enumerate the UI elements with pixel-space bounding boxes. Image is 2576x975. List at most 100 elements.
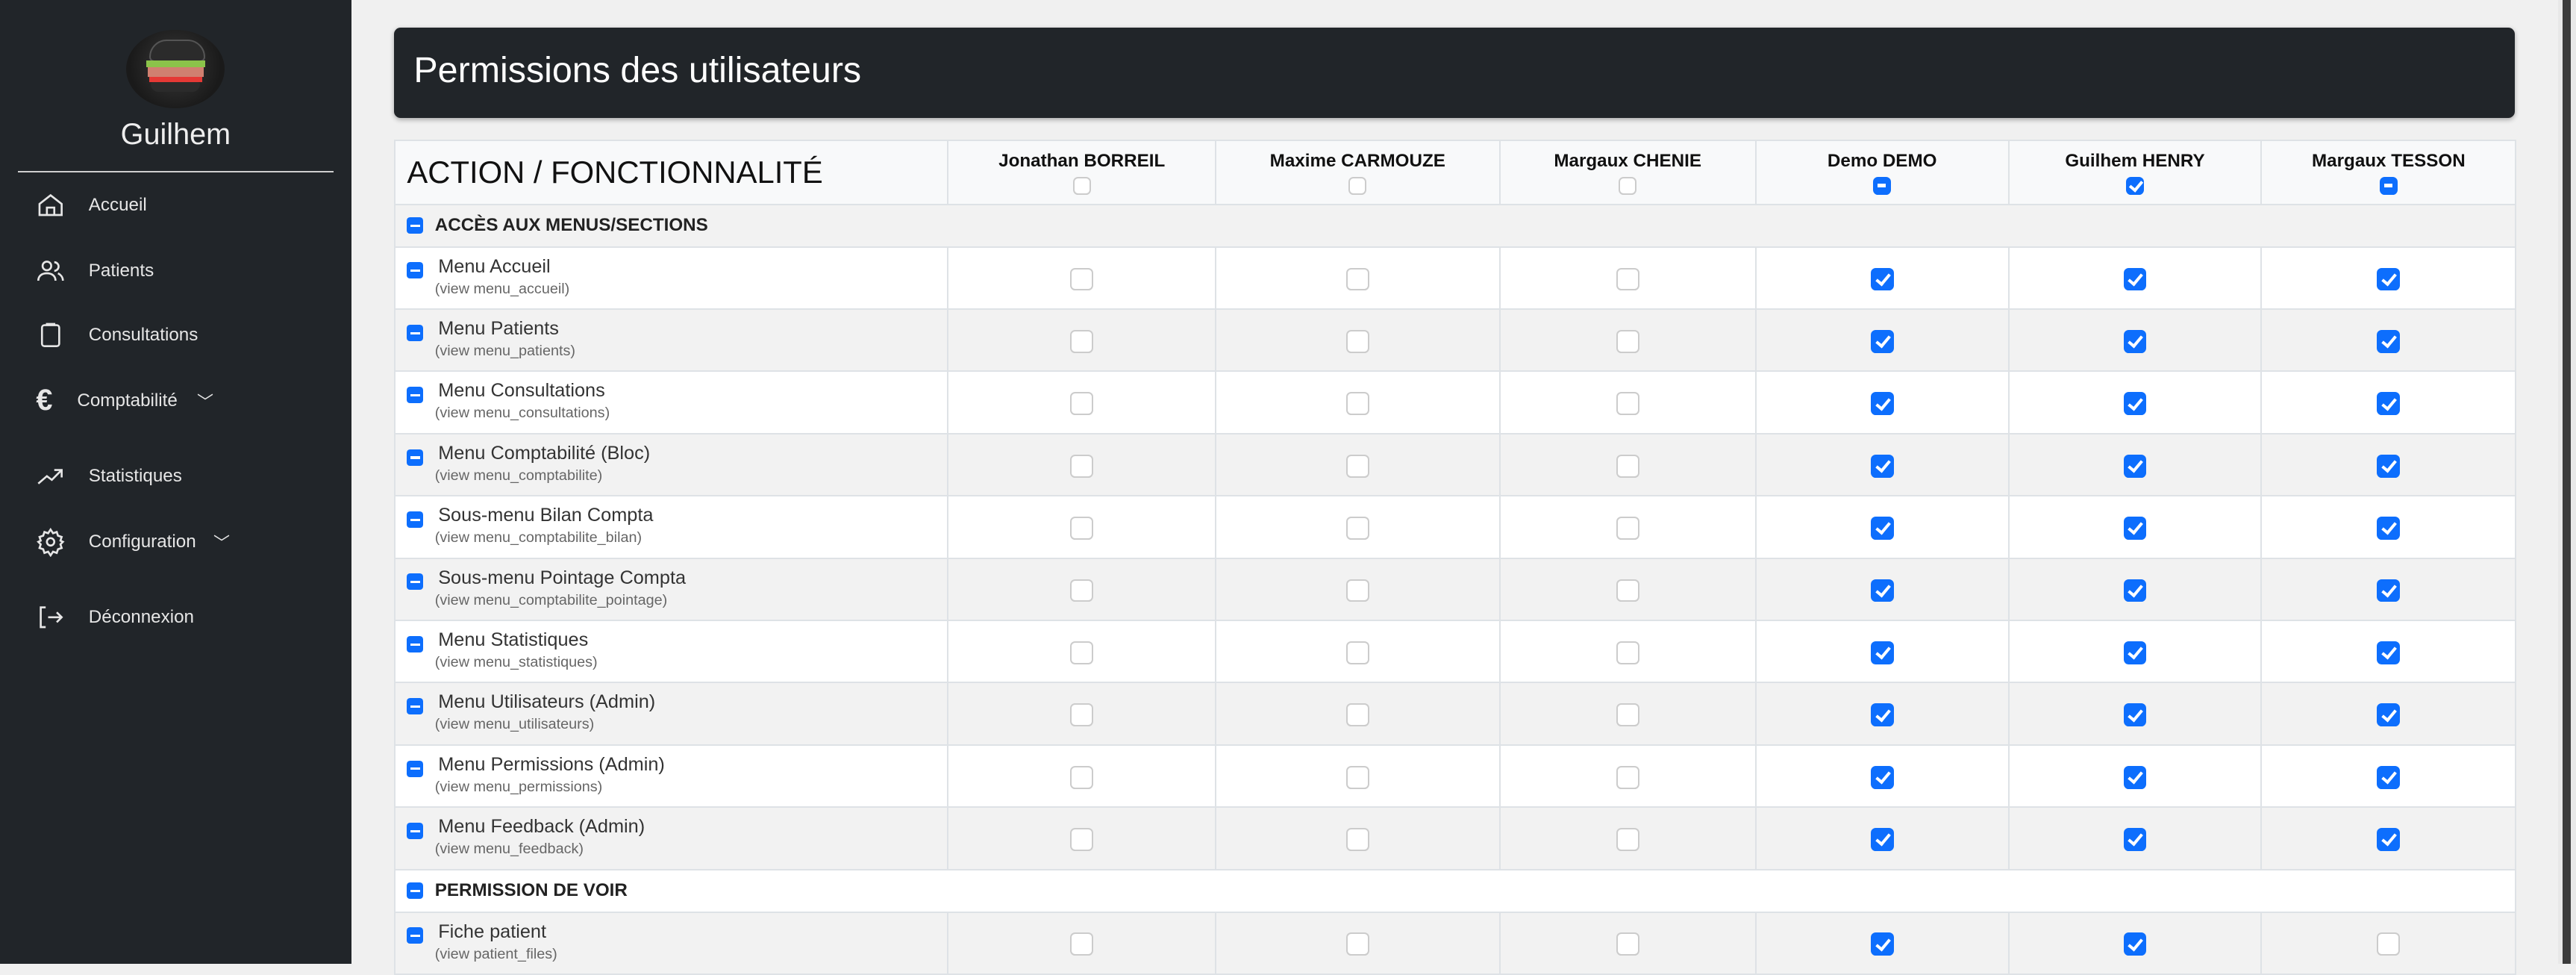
permission-checkbox[interactable] xyxy=(1870,828,1894,851)
permission-checkbox[interactable] xyxy=(2377,267,2401,291)
permission-checkbox[interactable] xyxy=(2377,932,2401,956)
select-all-checkbox[interactable] xyxy=(1072,176,1091,195)
permission-checkbox[interactable] xyxy=(2377,392,2401,416)
permission-checkbox[interactable] xyxy=(1070,392,1094,416)
select-all-checkbox[interactable] xyxy=(1348,176,1367,195)
permission-checkbox[interactable] xyxy=(1345,579,1369,602)
permission-checkbox[interactable] xyxy=(2377,641,2401,664)
permission-checkbox[interactable] xyxy=(1616,641,1639,664)
collapse-toggle-icon[interactable] xyxy=(407,573,424,591)
permission-checkbox[interactable] xyxy=(1345,641,1369,664)
permission-checkbox[interactable] xyxy=(1345,765,1369,789)
permission-checkbox[interactable] xyxy=(1070,765,1094,789)
permission-checkbox[interactable] xyxy=(2377,579,2401,602)
permission-checkbox[interactable] xyxy=(1870,267,1894,291)
permission-checkbox[interactable] xyxy=(2377,828,2401,851)
permission-checkbox[interactable] xyxy=(1070,703,1094,727)
collapse-toggle-icon[interactable] xyxy=(407,760,424,777)
permission-checkbox[interactable] xyxy=(1345,828,1369,851)
permission-checkbox[interactable] xyxy=(1870,703,1894,727)
collapse-toggle-icon[interactable] xyxy=(407,449,424,466)
permission-checkbox[interactable] xyxy=(1870,392,1894,416)
sidebar-item-configuration[interactable]: Configuration ﹀ xyxy=(36,523,230,562)
sidebar-item-consultations[interactable]: Consultations xyxy=(36,315,198,355)
permission-checkbox[interactable] xyxy=(1616,703,1639,727)
permission-checkbox[interactable] xyxy=(2377,454,2401,478)
permission-checkbox[interactable] xyxy=(2123,765,2147,789)
collapse-toggle-icon[interactable] xyxy=(407,822,424,839)
permission-checkbox[interactable] xyxy=(1345,932,1369,956)
collapse-toggle-icon[interactable] xyxy=(407,511,424,528)
permission-checkbox[interactable] xyxy=(1616,329,1639,353)
permission-checkbox[interactable] xyxy=(2123,703,2147,727)
permission-checkbox[interactable] xyxy=(1345,392,1369,416)
permission-checkbox[interactable] xyxy=(1070,329,1094,353)
select-all-checkbox[interactable] xyxy=(1873,176,1892,195)
permission-checkbox[interactable] xyxy=(1345,454,1369,478)
permission-checkbox[interactable] xyxy=(1345,267,1369,291)
permission-checkbox[interactable] xyxy=(1070,932,1094,956)
scrollbar[interactable] xyxy=(2557,0,2576,965)
permission-checkbox[interactable] xyxy=(1070,828,1094,851)
avatar[interactable] xyxy=(126,29,225,109)
permission-checkbox[interactable] xyxy=(1616,517,1639,540)
collapse-toggle-icon[interactable] xyxy=(407,927,424,944)
collapse-toggle-icon[interactable] xyxy=(407,635,424,652)
permission-checkbox[interactable] xyxy=(2377,703,2401,727)
permission-cell xyxy=(1214,619,1501,684)
collapse-toggle-icon[interactable] xyxy=(407,324,424,341)
permission-checkbox[interactable] xyxy=(2377,517,2401,540)
permission-checkbox[interactable] xyxy=(2123,579,2147,602)
permission-checkbox[interactable] xyxy=(1345,329,1369,353)
select-all-checkbox[interactable] xyxy=(1619,176,1637,195)
permission-checkbox[interactable] xyxy=(1616,765,1639,789)
permission-checkbox[interactable] xyxy=(1616,579,1639,602)
permission-checkbox[interactable] xyxy=(2123,828,2147,851)
select-all-checkbox[interactable] xyxy=(2379,176,2398,195)
permission-checkbox[interactable] xyxy=(1616,392,1639,416)
select-all-checkbox[interactable] xyxy=(2125,176,2145,195)
permission-checkbox[interactable] xyxy=(1870,641,1894,664)
permission-checkbox[interactable] xyxy=(1345,703,1369,727)
sidebar-item-deconnexion[interactable]: Déconnexion xyxy=(36,598,194,638)
collapse-toggle-icon[interactable] xyxy=(407,698,424,715)
collapse-toggle-icon[interactable] xyxy=(407,882,424,900)
permission-checkbox[interactable] xyxy=(2123,454,2147,478)
scrollbar-thumb[interactable] xyxy=(2563,0,2572,965)
permission-checkbox[interactable] xyxy=(1070,579,1094,602)
permission-checkbox[interactable] xyxy=(1870,765,1894,789)
permission-code: (view menu_utilisateurs) xyxy=(434,716,595,733)
permission-checkbox[interactable] xyxy=(1345,517,1369,540)
permission-checkbox[interactable] xyxy=(1070,517,1094,540)
sidebar-item-comptabilite[interactable]: € Comptabilité ﹀ xyxy=(36,381,213,420)
permission-checkbox[interactable] xyxy=(2123,517,2147,540)
permission-checkbox[interactable] xyxy=(2123,641,2147,664)
page-title: Permissions des utilisateurs xyxy=(413,49,862,90)
permission-checkbox[interactable] xyxy=(1870,579,1894,602)
permission-checkbox[interactable] xyxy=(1070,267,1094,291)
permission-checkbox[interactable] xyxy=(1616,454,1639,478)
permission-checkbox[interactable] xyxy=(1870,454,1894,478)
permission-checkbox[interactable] xyxy=(1070,641,1094,664)
sidebar-item-statistiques[interactable]: Statistiques xyxy=(36,457,182,496)
collapse-toggle-icon[interactable] xyxy=(407,387,424,404)
permission-checkbox[interactable] xyxy=(1870,517,1894,540)
permission-checkbox[interactable] xyxy=(2377,329,2401,353)
permission-title: Sous-menu Bilan Compta xyxy=(438,505,654,526)
permission-checkbox[interactable] xyxy=(1870,932,1894,956)
permission-checkbox[interactable] xyxy=(2123,392,2147,416)
sidebar-item-accueil[interactable]: Accueil xyxy=(36,186,147,225)
permission-checkbox[interactable] xyxy=(2123,932,2147,956)
permission-checkbox[interactable] xyxy=(2123,267,2147,291)
collapse-toggle-icon[interactable] xyxy=(407,217,424,234)
permission-checkbox[interactable] xyxy=(1870,329,1894,353)
permission-checkbox[interactable] xyxy=(2123,329,2147,353)
permission-checkbox[interactable] xyxy=(2377,765,2401,789)
permission-checkbox[interactable] xyxy=(1616,267,1639,291)
sidebar-item-patients[interactable]: Patients xyxy=(36,252,154,291)
permission-checkbox[interactable] xyxy=(1070,454,1094,478)
permission-checkbox[interactable] xyxy=(1616,932,1639,956)
collapse-toggle-icon[interactable] xyxy=(407,262,424,279)
permission-cell xyxy=(2260,744,2517,809)
permission-checkbox[interactable] xyxy=(1616,828,1639,851)
